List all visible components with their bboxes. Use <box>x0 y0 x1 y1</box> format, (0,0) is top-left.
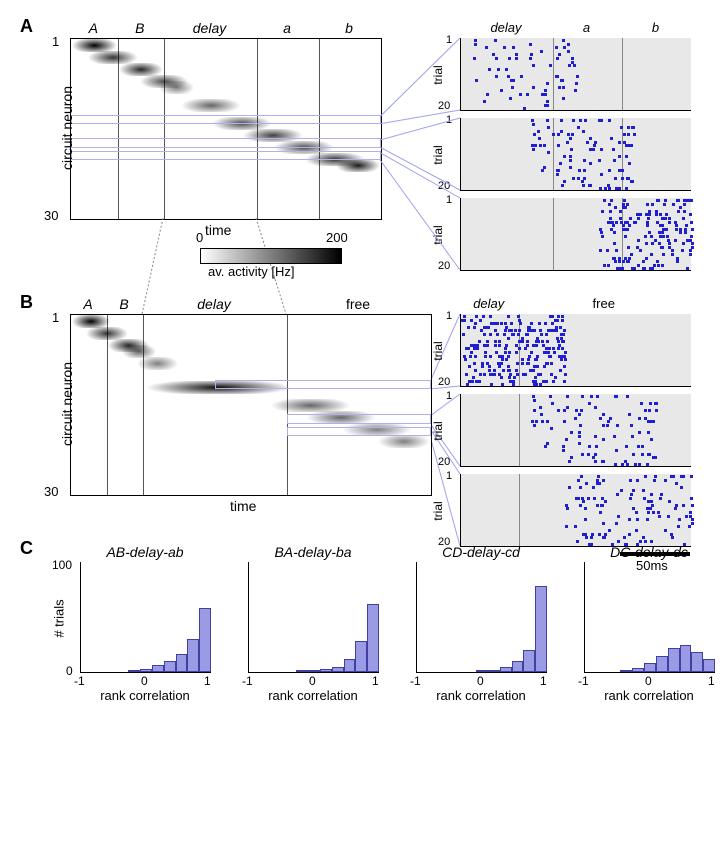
x-axis-label: time <box>205 222 231 238</box>
heatmap-a <box>70 38 382 220</box>
y-axis-label: circuit neuron <box>59 73 75 183</box>
phase-label: a <box>267 20 307 36</box>
panel-label-c: C <box>20 538 33 559</box>
raster-plot <box>460 394 691 467</box>
phase-label: A <box>68 296 108 312</box>
phase-label: A <box>73 20 113 36</box>
histogram <box>248 562 379 673</box>
subplot-title: AB-delay-ab <box>80 544 210 560</box>
subplot-title: BA-delay-ba <box>248 544 378 560</box>
subplot-title: CD-delay-cd <box>416 544 546 560</box>
phase-label: delay <box>190 20 230 36</box>
raster-plot <box>460 314 691 387</box>
raster-plot <box>460 118 691 191</box>
colorbar <box>200 248 342 264</box>
subplot-title: DC-delay-dc <box>584 544 714 560</box>
histogram <box>416 562 547 673</box>
phase-label: delay <box>194 296 234 312</box>
y-axis-label: circuit neuron <box>59 349 75 459</box>
panel-label-b: B <box>20 292 33 313</box>
phase-label: B <box>120 20 160 36</box>
raster-plot <box>460 198 691 271</box>
phase-label: free <box>338 296 378 312</box>
phase-label: B <box>104 296 144 312</box>
phase-label: b <box>329 20 369 36</box>
x-axis-label: time <box>230 498 256 514</box>
histogram <box>80 562 211 673</box>
heatmap-b <box>70 314 432 496</box>
panel-label-a: A <box>20 16 33 37</box>
raster-plot <box>460 474 691 547</box>
raster-plot <box>460 38 691 111</box>
histogram <box>584 562 715 673</box>
